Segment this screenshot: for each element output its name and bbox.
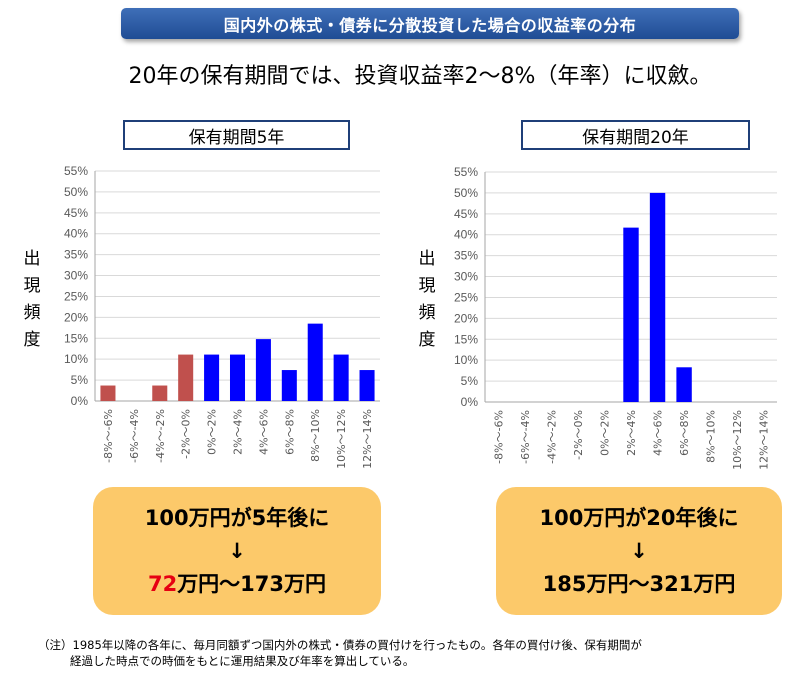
y-tick-label: 20% xyxy=(64,310,88,324)
y-label-char: 頻 xyxy=(418,303,436,323)
y-label-char: 現 xyxy=(23,276,41,296)
x-tick-label: 2%～4% xyxy=(232,409,245,455)
footnote-line2: 経過した時点での時価をもとに運用結果及び年率を算出している。 xyxy=(70,654,415,668)
chart-bar xyxy=(281,370,297,401)
y-tick-label: 40% xyxy=(454,228,478,242)
x-tick-label: 10%～12% xyxy=(731,410,744,470)
y-tick-label: 35% xyxy=(64,248,88,262)
y-tick-label: 45% xyxy=(454,207,478,221)
right-chart: 0% 5% 10% 15% 20% 25% 30% 35% 40% 45% 50% 55% -8%～-6… xyxy=(454,165,777,470)
footnote-line1: （注）1985年以降の各年に、毎月同額ずつ国内外の株式・債券の買付けを行ったもの… xyxy=(38,638,642,652)
left-result-line1: 100万円が5年後に xyxy=(144,505,330,530)
left-panel-title: 保有期間5年 xyxy=(123,120,350,150)
x-tick-label: 2%～4% xyxy=(625,410,638,456)
right-result-box: 100万円が20年後に ↓ 185万円～321万円 xyxy=(496,487,782,615)
right-y-axis-label: 出 現 頻 度 xyxy=(417,246,437,354)
x-tick-label: -6%～-4% xyxy=(128,409,141,463)
left-chart: 0% 5% 10% 15% 20% 25% 30% 35% 40% 45% 50% 55% -8%～-6… xyxy=(64,164,380,469)
x-tick-label: 4%～6% xyxy=(257,409,270,455)
down-arrow-icon: ↓ xyxy=(630,538,648,563)
y-tick-label: 55% xyxy=(64,164,88,178)
chart-bar xyxy=(152,385,168,401)
y-label-char: 出 xyxy=(418,249,436,269)
x-tick-label: -2%～0% xyxy=(180,409,193,459)
chart-bar xyxy=(307,323,323,401)
x-tick-label: 12%～14% xyxy=(758,410,771,470)
chart-bar xyxy=(178,354,194,401)
down-arrow-icon: ↓ xyxy=(228,538,246,563)
page-subtitle: 20年の保有期間では、投資収益率2～8%（年率）に収斂。 xyxy=(128,64,712,89)
y-tick-label: 30% xyxy=(64,269,88,283)
y-tick-label: 40% xyxy=(64,227,88,241)
chart-bar xyxy=(359,370,375,401)
right-result-line3: 185万円～321万円 xyxy=(542,571,736,596)
y-tick-label: 25% xyxy=(454,290,478,304)
left-y-axis-label: 出 現 頻 度 xyxy=(22,246,42,354)
x-tick-label: -8%～-6% xyxy=(492,410,505,464)
footnote: （注）1985年以降の各年に、毎月同額ずつ国内外の株式・債券の買付けを行ったもの… xyxy=(38,637,783,669)
right-result-line1: 100万円が20年後に xyxy=(539,505,739,530)
y-tick-label: 25% xyxy=(64,289,88,303)
y-tick-label: 50% xyxy=(454,186,478,200)
x-tick-label: 6%～8% xyxy=(678,410,691,456)
x-tick-label: 6%～8% xyxy=(283,409,296,455)
chart-bar xyxy=(676,367,692,402)
chart-bar xyxy=(333,354,349,401)
left-result-range-rest: 万円～173万円 xyxy=(177,571,327,596)
y-tick-label: 30% xyxy=(454,270,478,284)
y-label-char: 度 xyxy=(418,330,436,350)
x-tick-label: 4%～6% xyxy=(652,410,665,456)
page-banner: 国内外の株式・債券に分散投資した場合の収益率の分布 xyxy=(121,8,739,39)
left-result-box: 100万円が5年後に ↓ 72万円～173万円 xyxy=(93,487,381,615)
chart-bar xyxy=(229,354,246,401)
y-tick-label: 0% xyxy=(461,395,479,409)
x-tick-label: -6%～-4% xyxy=(519,410,532,464)
chart-bar xyxy=(649,192,666,402)
y-tick-label: 15% xyxy=(64,331,88,345)
y-tick-label: 10% xyxy=(64,352,88,366)
x-tick-label: -8%～-6% xyxy=(102,409,115,463)
y-label-char: 出 xyxy=(23,249,41,269)
x-tick-label: -4%～-2% xyxy=(154,409,167,463)
y-label-char: 頻 xyxy=(23,303,41,323)
chart-bar xyxy=(623,227,639,402)
y-tick-label: 10% xyxy=(454,353,478,367)
x-tick-label: 8%～10% xyxy=(309,409,322,462)
x-tick-label: 0%～2% xyxy=(598,410,611,456)
y-tick-label: 50% xyxy=(64,185,88,199)
x-tick-label: -4%～-2% xyxy=(545,410,558,464)
x-tick-label: 10%～12% xyxy=(335,409,348,469)
x-tick-label: 12%～14% xyxy=(361,409,374,469)
y-tick-label: 5% xyxy=(461,374,479,388)
y-tick-label: 55% xyxy=(454,165,478,179)
y-tick-label: 45% xyxy=(64,206,88,220)
chart-bar xyxy=(100,385,116,401)
y-tick-label: 0% xyxy=(71,394,89,408)
y-label-char: 度 xyxy=(23,330,41,350)
y-tick-label: 5% xyxy=(71,373,89,387)
chart-bar xyxy=(204,354,220,401)
right-panel-title: 保有期間20年 xyxy=(521,120,750,150)
chart-bar xyxy=(255,339,271,401)
left-result-low-value: 72 xyxy=(147,571,178,596)
x-tick-label: -2%～0% xyxy=(572,410,585,460)
x-tick-label: 0%～2% xyxy=(206,409,219,455)
y-tick-label: 15% xyxy=(454,332,478,346)
y-label-char: 現 xyxy=(418,276,436,296)
left-result-line3: 72万円～173万円 xyxy=(148,568,326,601)
y-tick-label: 20% xyxy=(454,311,478,325)
y-tick-label: 35% xyxy=(454,249,478,263)
x-tick-label: 8%～10% xyxy=(705,410,718,463)
